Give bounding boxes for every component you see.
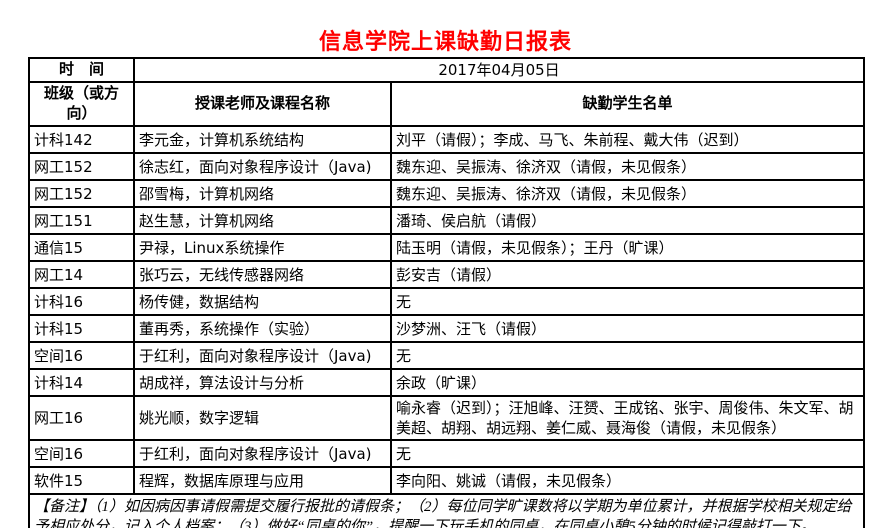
teacher-course-cell: 尹禄，Linux系统操作 [133,233,392,262]
note-row: 【备注】（1）如因病因事请假需提交履行报批的请假条；（2）每位同学旷课数将以学期… [27,493,866,528]
absent-students-cell: 无 [389,439,866,468]
time-label: 时 间 [28,57,135,83]
teacher-course-cell: 杨传健，数据结构 [133,287,392,316]
table-row: 空间16 于红利，面向对象程序设计（Java) 无 [28,341,866,370]
teacher-course-cell: 胡成祥，算法设计与分析 [133,368,392,397]
class-name-cell: 网工152 [28,179,135,208]
class-name-cell: 空间16 [28,439,135,468]
column-header-teacher: 授课老师及课程名称 [133,81,392,127]
teacher-course-cell: 于红利，面向对象程序设计（Java) [133,439,392,468]
time-row: 时 间 2017年04月05日 [28,57,866,83]
absent-students-cell: 魏东迎、吴振涛、徐济双（请假，未见假条） [389,179,866,208]
table-row: 软件15 程辉，数据库原理与应用 李向阳、姚诚（请假，未见假条） [28,466,866,495]
absence-table-body: 时 间 2017年04月05日 班级（或方向） 授课老师及课程名称 缺勤学生名单… [27,57,866,528]
column-header-class: 班级（或方向） [28,81,135,127]
table-row: 计科15 董再秀，系统操作（实验） 沙梦洲、汪飞（请假） [28,314,866,343]
table-row: 计科16 杨传健，数据结构 无 [28,287,866,316]
class-name-cell: 网工152 [28,152,135,181]
teacher-course-cell: 邵雪梅，计算机网络 [133,179,392,208]
absent-students-cell: 彭安吉（请假） [389,260,866,289]
class-name-cell: 计科142 [28,125,135,154]
table-row: 网工152 邵雪梅，计算机网络 魏东迎、吴振涛、徐济双（请假，未见假条） [28,179,866,208]
absent-students-cell: 沙梦洲、汪飞（请假） [389,314,866,343]
class-name-cell: 计科15 [28,314,135,343]
teacher-course-cell: 李元金，计算机系统结构 [133,125,392,154]
absent-students-cell: 魏东迎、吴振涛、徐济双（请假，未见假条） [389,152,866,181]
page-title: 信息学院上课缺勤日报表 [318,30,572,55]
absent-students-cell: 无 [389,287,866,316]
class-name-cell: 计科14 [28,368,135,397]
header-row: 班级（或方向） 授课老师及课程名称 缺勤学生名单 [28,81,866,127]
table-row: 空间16 于红利，面向对象程序设计（Java) 无 [28,439,866,468]
class-name-cell: 网工14 [28,260,135,289]
class-name-cell: 网工16 [28,395,135,441]
absent-students-cell: 陆玉明（请假，未见假条）；王丹（旷课） [389,233,866,262]
class-name-cell: 通信15 [28,233,135,262]
date-value: 2017年04月05日 [132,57,866,83]
teacher-course-cell: 程辉，数据库原理与应用 [133,466,392,495]
absent-students-cell: 喻永睿（迟到）；汪旭峰、汪赟、王成铭、张宇、周俊伟、朱文军、胡美超、胡翔、胡远翔… [389,395,866,441]
teacher-course-cell: 董再秀，系统操作（实验） [133,314,392,343]
teacher-course-cell: 姚光顺，数字逻辑 [133,395,392,441]
column-header-absent: 缺勤学生名单 [389,81,866,127]
table-row: 网工151 赵生慧，计算机网络 潘琦、侯启航（请假） [28,206,866,235]
table-row: 网工152 徐志红，面向对象程序设计（Java) 魏东迎、吴振涛、徐济双（请假，… [28,152,866,181]
table-row: 网工16 姚光顺，数字逻辑 喻永睿（迟到）；汪旭峰、汪赟、王成铭、张宇、周俊伟、… [28,395,866,441]
teacher-course-cell: 张巧云，无线传感器网络 [133,260,392,289]
absent-students-cell: 余政（旷课） [389,368,866,397]
class-name-cell: 软件15 [28,466,135,495]
class-name-cell: 网工151 [28,206,135,235]
note-text: 【备注】（1）如因病因事请假需提交履行报批的请假条；（2）每位同学旷课数将以学期… [27,493,866,528]
absent-students-cell: 无 [389,341,866,370]
table-row: 计科14 胡成祥，算法设计与分析 余政（旷课） [28,368,866,397]
teacher-course-cell: 赵生慧，计算机网络 [133,206,392,235]
table-row: 网工14 张巧云，无线传感器网络 彭安吉（请假） [28,260,866,289]
class-name-cell: 空间16 [28,341,135,370]
absence-table: 时 间 2017年04月05日 班级（或方向） 授课老师及课程名称 缺勤学生名单… [27,57,866,528]
table-row: 通信15 尹禄，Linux系统操作 陆玉明（请假，未见假条）；王丹（旷课） [28,233,866,262]
teacher-course-cell: 于红利，面向对象程序设计（Java) [133,341,392,370]
absent-students-cell: 潘琦、侯启航（请假） [389,206,866,235]
teacher-course-cell: 徐志红，面向对象程序设计（Java) [133,152,392,181]
absent-students-cell: 李向阳、姚诚（请假，未见假条） [389,466,866,495]
class-name-cell: 计科16 [28,287,135,316]
table-row: 计科142 李元金，计算机系统结构 刘平（请假）；李成、马飞、朱前程、戴大伟（迟… [28,125,866,154]
absent-students-cell: 刘平（请假）；李成、马飞、朱前程、戴大伟（迟到） [389,125,866,154]
